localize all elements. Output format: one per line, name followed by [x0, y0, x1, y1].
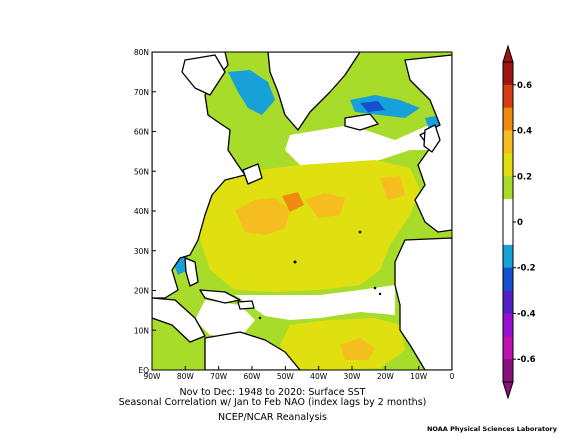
colorbar-label: 0 [517, 218, 523, 228]
lon-tick-label: 70W [210, 372, 228, 381]
sst-correlation-field [152, 52, 452, 370]
field-negative-greenland-deep [360, 101, 385, 112]
colorbar-segment [503, 244, 513, 269]
field-orange-gulfstream-2 [305, 193, 345, 218]
lat-tick-label: 10N [134, 326, 149, 335]
newfoundland [242, 163, 263, 185]
cuba [199, 289, 241, 304]
colorbar-segment [503, 130, 513, 154]
colorbar-segment [503, 267, 513, 291]
lon-tick-label: 60W [244, 372, 262, 381]
lat-tick-label: 40N [134, 207, 149, 216]
colorbar-label: -0.4 [517, 309, 536, 319]
field-negative-greenland [350, 95, 420, 118]
greenland [267, 52, 361, 131]
caption-line3: NCEP/NCAR Reanalysis [217, 412, 327, 423]
lon-tick-label: 30W [344, 372, 362, 381]
colorbar-segment [503, 199, 513, 223]
africa [394, 237, 452, 370]
field-orange-mid [282, 192, 304, 212]
colorbar-label: -0.6 [517, 355, 536, 365]
iceland [344, 113, 379, 131]
lon-tick-label: 0 [450, 372, 455, 381]
lat-tick-label: 50N [134, 167, 149, 176]
south-america [204, 331, 301, 370]
colorbar-segment [503, 222, 513, 246]
field-zero-north [285, 120, 452, 168]
field-zero-tropics [235, 285, 395, 320]
colorbar-segment [503, 290, 513, 314]
colorbar-segment [503, 153, 513, 177]
lat-tick-label: 60N [134, 128, 149, 137]
colorbar-min-arrow [502, 381, 514, 400]
baffin [181, 54, 226, 96]
credit-label: NOAA Physical Sciences Laboratory [426, 425, 557, 433]
central-america [152, 297, 206, 343]
land-masses [152, 52, 452, 370]
lat-tick-label: 70N [134, 88, 149, 97]
longitude-axis: 90W 80W 70W 60W 50W 40W 30W 20W 10W 0 [144, 366, 455, 381]
caption-line1: Nov to Dec: 1948 to 2020: Surface SST [179, 387, 366, 398]
colorbar-segment [503, 84, 513, 109]
colorbar-segment [503, 176, 513, 200]
islands [258, 230, 382, 320]
lon-tick-label: 90W [144, 372, 162, 381]
colorbar: 0.6 0.4 0.2 0 -0.2 -0.4 -0.6 [502, 44, 536, 400]
hispaniola [237, 300, 255, 310]
lat-tick-label: 20N [134, 287, 149, 296]
uk [423, 124, 441, 153]
caption-line2: Seasonal Correlation w/ Jan to Feb NAO (… [118, 397, 427, 408]
lon-tick-label: 20W [377, 372, 395, 381]
colorbar-segment [503, 336, 513, 360]
colorbar-segment [503, 62, 513, 86]
colorbar-label: -0.2 [517, 264, 536, 274]
lon-tick-label: 10W [410, 372, 428, 381]
florida [184, 257, 199, 287]
colorbar-label: 0.4 [517, 127, 532, 137]
latitude-axis: EQ 10N 20N 30N 40N 50N 60N 70N 80N [134, 48, 156, 375]
field-yellow-main [195, 160, 420, 292]
lat-tick-label: 80N [134, 48, 149, 57]
lon-tick-label: 40W [310, 372, 328, 381]
lat-tick-label: 30N [134, 247, 149, 256]
colorbar-max-arrow [502, 44, 514, 63]
field-orange-gulfstream [235, 198, 290, 235]
colorbar-segment [503, 313, 513, 337]
colorbar-label: 0.6 [517, 81, 532, 91]
field-orange-south [340, 338, 375, 360]
field-orange-east [380, 176, 405, 200]
field-negative-labrador [228, 70, 275, 115]
colorbar-segment [503, 359, 513, 383]
lon-tick-label: 80W [177, 372, 195, 381]
field-yellow-south [280, 318, 405, 370]
colorbar-label: 0.2 [517, 172, 532, 182]
colorbar-segment [503, 107, 513, 131]
lat-tick-label: EQ [138, 366, 149, 375]
lon-tick-label: 50W [277, 372, 295, 381]
